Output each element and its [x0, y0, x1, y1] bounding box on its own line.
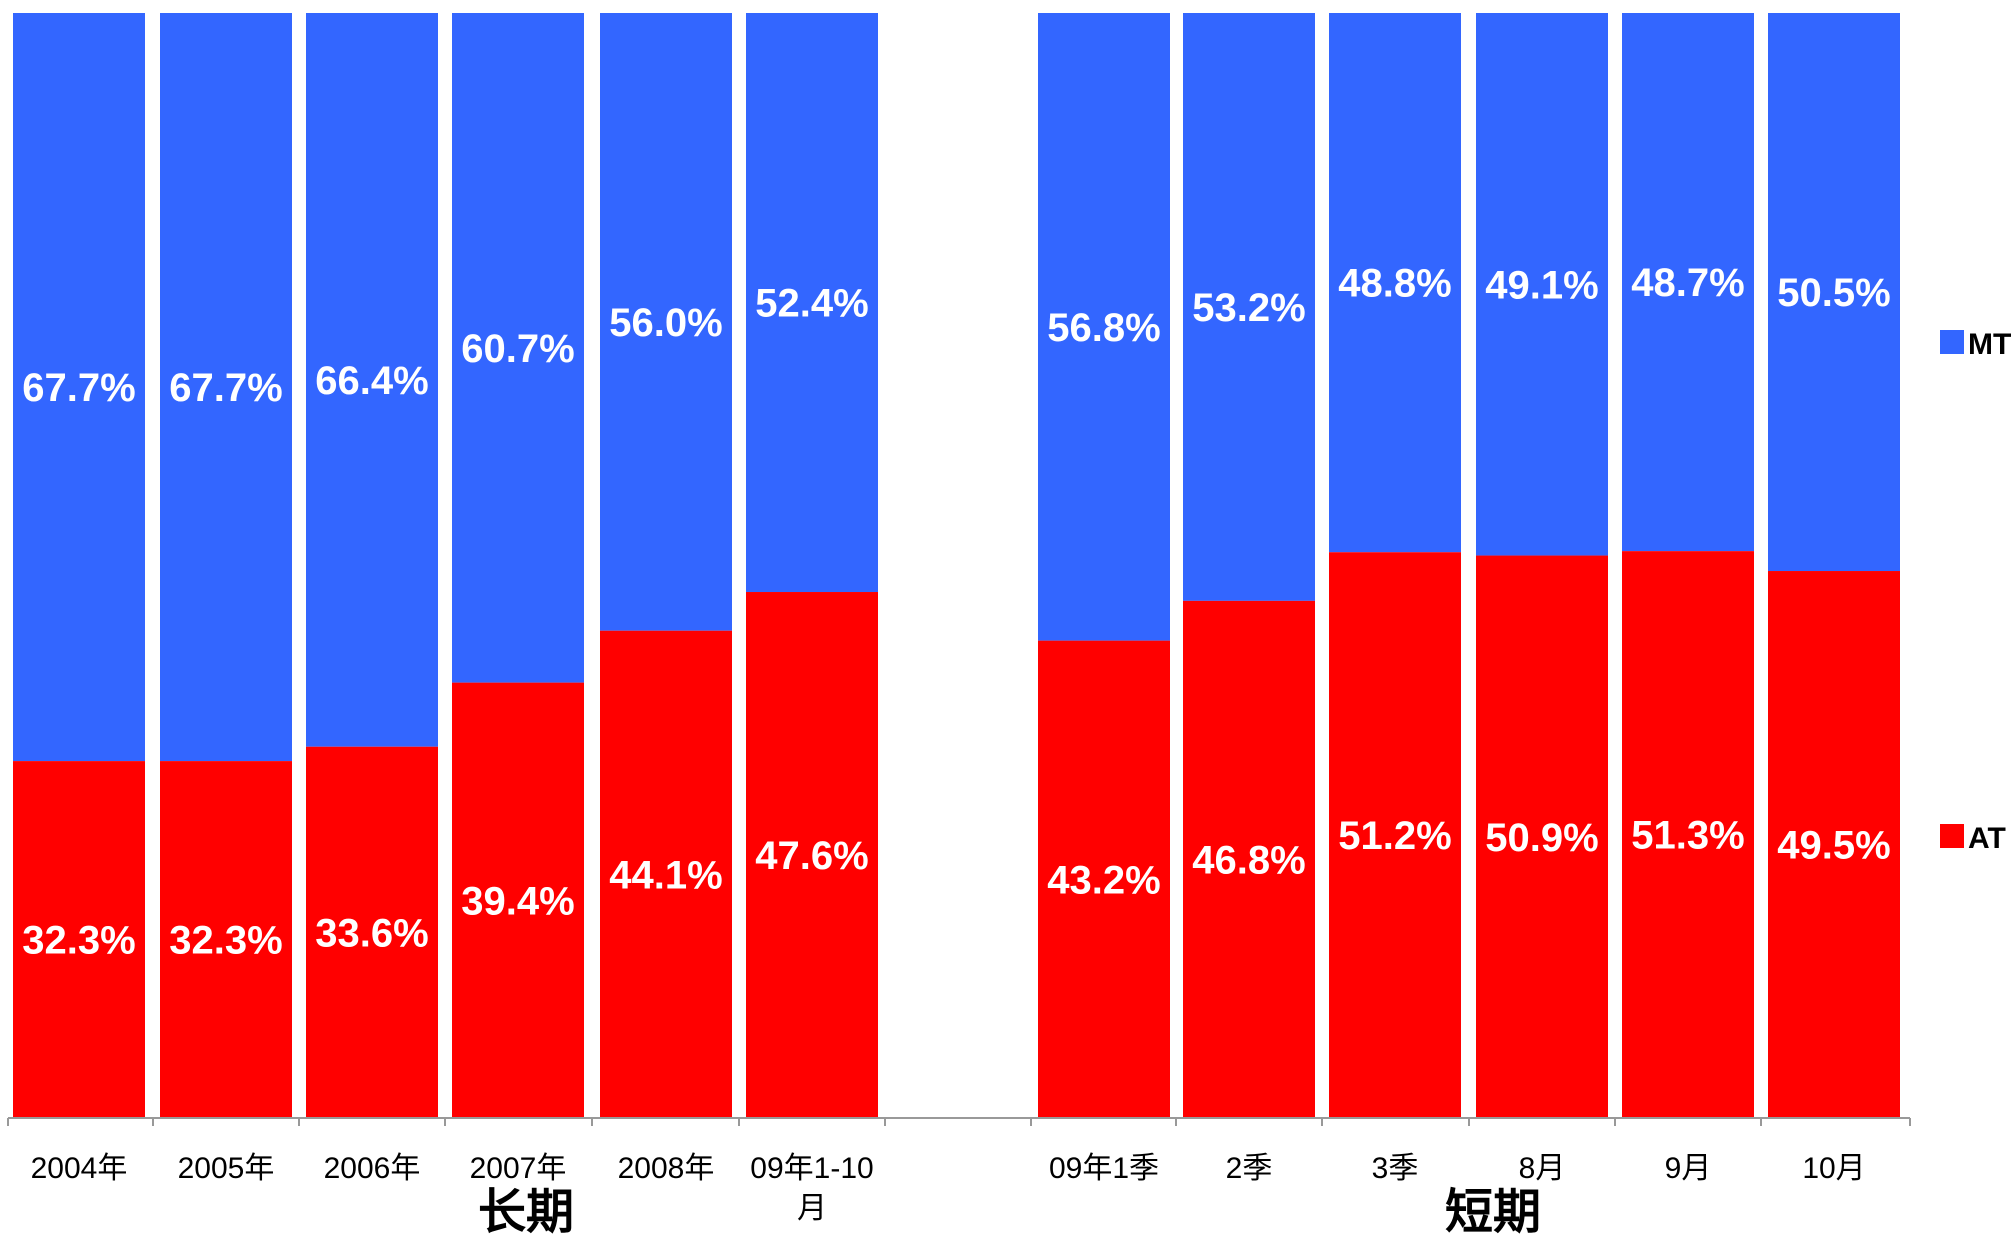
- bar-at-segment: [452, 682, 584, 1118]
- x-tick-label: 2季: [1226, 1152, 1273, 1185]
- bar-mt-segment: [1038, 13, 1170, 641]
- data-label-mt: 53.2%: [1192, 286, 1305, 330]
- data-label-at: 51.2%: [1338, 814, 1451, 858]
- data-label-at: 49.5%: [1777, 824, 1890, 868]
- legend-swatch-mt: [1940, 330, 1964, 354]
- data-label-at: 32.3%: [22, 919, 135, 963]
- bar-mt-segment: [1476, 13, 1608, 556]
- bar-mt-segment: [746, 13, 878, 593]
- group-label: 长期: [478, 1186, 574, 1236]
- bar-at-segment: [306, 746, 438, 1118]
- legend-swatch-at: [1940, 824, 1964, 848]
- x-tick-label: 2007年: [470, 1152, 567, 1185]
- data-label-at: 39.4%: [461, 879, 574, 923]
- data-label-mt: 49.1%: [1485, 263, 1598, 307]
- bar-mt-segment: [1622, 13, 1754, 552]
- bar-mt-segment: [452, 13, 584, 683]
- data-label-mt: 60.7%: [461, 327, 574, 371]
- group-label: 短期: [1445, 1186, 1541, 1236]
- bar-mt-segment: [160, 13, 292, 762]
- data-label-at: 46.8%: [1192, 838, 1305, 882]
- data-label-mt: 48.8%: [1338, 262, 1451, 306]
- bar-at-segment: [1476, 555, 1608, 1118]
- data-label-at: 51.3%: [1631, 814, 1744, 858]
- x-tick-label: 9月: [1665, 1152, 1712, 1185]
- x-tick-label: 10月: [1802, 1152, 1865, 1185]
- bar-mt-segment: [600, 13, 732, 631]
- x-tick-label: 09年1季: [1049, 1152, 1159, 1185]
- x-tick-label: 2004年: [31, 1152, 128, 1185]
- data-label-at: 50.9%: [1485, 816, 1598, 860]
- bar-at-segment: [13, 761, 145, 1118]
- bar-at-segment: [1329, 552, 1461, 1118]
- bar-at-segment: [746, 592, 878, 1118]
- x-tick-label: 月: [797, 1192, 827, 1225]
- bar-at-segment: [160, 761, 292, 1118]
- bar-mt-segment: [306, 13, 438, 747]
- data-label-mt: 66.4%: [315, 359, 428, 403]
- bar-mt-segment: [1183, 13, 1315, 601]
- bar-mt-segment: [1329, 13, 1461, 553]
- bar-at-segment: [1038, 640, 1170, 1118]
- bar-at-segment: [1183, 600, 1315, 1118]
- data-label-mt: 67.7%: [169, 366, 282, 410]
- data-label-mt: 56.0%: [609, 301, 722, 345]
- bar-mt-segment: [1768, 13, 1900, 572]
- x-tick-label: 8月: [1519, 1152, 1566, 1185]
- data-label-at: 44.1%: [609, 853, 722, 897]
- x-tick-label: 3季: [1372, 1152, 1419, 1185]
- data-label-at: 43.2%: [1047, 858, 1160, 902]
- bar-mt-segment: [13, 13, 145, 762]
- data-label-mt: 52.4%: [755, 282, 868, 326]
- legend-label-at: AT: [1968, 822, 2006, 855]
- data-label-mt: 56.8%: [1047, 306, 1160, 350]
- data-label-mt: 67.7%: [22, 366, 135, 410]
- x-tick-label: 2008年: [618, 1152, 715, 1185]
- bar-at-segment: [1768, 571, 1900, 1118]
- bar-at-segment: [1622, 551, 1754, 1118]
- x-tick-label: 2005年: [178, 1152, 275, 1185]
- bar-at-segment: [600, 630, 732, 1118]
- data-label-at: 47.6%: [755, 834, 868, 878]
- data-label-at: 32.3%: [169, 919, 282, 963]
- x-tick-label: 09年1-10: [750, 1152, 873, 1185]
- data-label-mt: 50.5%: [1777, 271, 1890, 315]
- data-label-at: 33.6%: [315, 911, 428, 955]
- legend-label-mt: MT: [1968, 328, 2011, 361]
- data-label-mt: 48.7%: [1631, 261, 1744, 305]
- x-tick-label: 2006年: [324, 1152, 421, 1185]
